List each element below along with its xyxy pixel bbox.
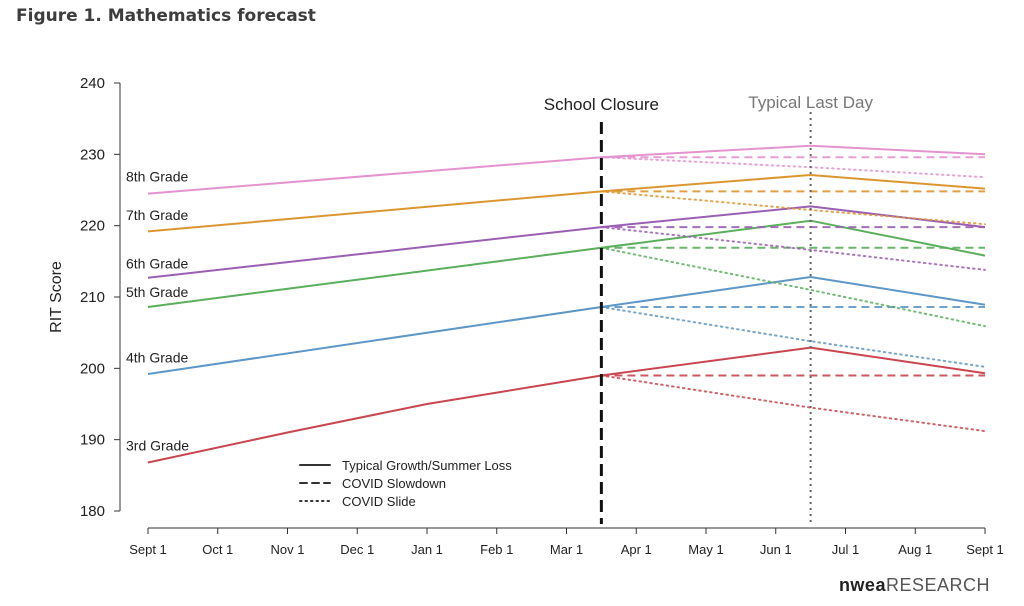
6th-grade-typical-line xyxy=(147,205,986,279)
x-tick-label: Oct 1 xyxy=(202,542,233,557)
logo-suffix: RESEARCH xyxy=(885,575,990,595)
4th-grade-label: 4th Grade xyxy=(126,350,188,366)
y-axis-title: RIT Score xyxy=(48,261,65,333)
5th-grade-typical-line xyxy=(147,219,986,308)
3rd-grade-covid-slide-line xyxy=(600,374,986,433)
5th-grade-label: 5th Grade xyxy=(126,284,188,300)
y-tick-label: 230 xyxy=(80,146,105,163)
y-tick-label: 180 xyxy=(80,503,105,520)
x-tick-label: Jun 1 xyxy=(760,542,792,557)
x-tick-label: Jan 1 xyxy=(411,542,443,557)
y-tick-label: 200 xyxy=(80,360,105,377)
8th-grade-label: 8th Grade xyxy=(126,168,188,184)
6th-grade-label: 6th Grade xyxy=(126,255,188,271)
figure-title: Figure 1. Mathematics forecast xyxy=(16,6,316,26)
x-tick-label: Sept 1 xyxy=(966,542,1004,557)
y-tick-label: 190 xyxy=(80,432,105,449)
7th-grade-label: 7th Grade xyxy=(126,207,188,223)
8th-grade-covid-slide-line xyxy=(600,156,986,179)
x-tick-label: Jul 1 xyxy=(832,542,859,557)
y-tick-label: 220 xyxy=(80,218,105,235)
x-tick-label: Aug 1 xyxy=(898,542,932,557)
5th-grade-covid-slide-line xyxy=(600,246,986,328)
y-tick-label: 210 xyxy=(80,289,105,306)
x-tick-label: Dec 1 xyxy=(340,542,374,557)
nwea-research-logo: nweaRESEARCH xyxy=(839,575,990,596)
4th-grade-covid-slide-line xyxy=(600,306,986,368)
8th-grade-typical-line xyxy=(147,144,986,195)
typical-last-day-label: Typical Last Day xyxy=(748,93,873,112)
legend-label-dotted: COVID Slide xyxy=(342,494,416,509)
7th-grade-typical-line xyxy=(147,174,986,233)
logo-brand: nwea xyxy=(838,575,886,595)
x-tick-label: Sept 1 xyxy=(129,542,167,557)
3rd-grade-typical-line xyxy=(147,346,986,464)
x-tick-label: Mar 1 xyxy=(550,542,583,557)
y-tick-label: 240 xyxy=(80,75,105,92)
legend-label-dashed: COVID Slowdown xyxy=(342,476,446,491)
x-tick-label: May 1 xyxy=(688,542,723,557)
legend-label-solid: Typical Growth/Summer Loss xyxy=(342,458,512,473)
3rd-grade-label: 3rd Grade xyxy=(126,437,189,453)
x-tick-label: Apr 1 xyxy=(621,542,652,557)
4th-grade-typical-line xyxy=(147,276,986,375)
school-closure-label: School Closure xyxy=(544,95,659,114)
x-tick-label: Nov 1 xyxy=(271,542,305,557)
x-tick-label: Feb 1 xyxy=(480,542,513,557)
6th-grade-covid-slide-line xyxy=(600,226,986,271)
